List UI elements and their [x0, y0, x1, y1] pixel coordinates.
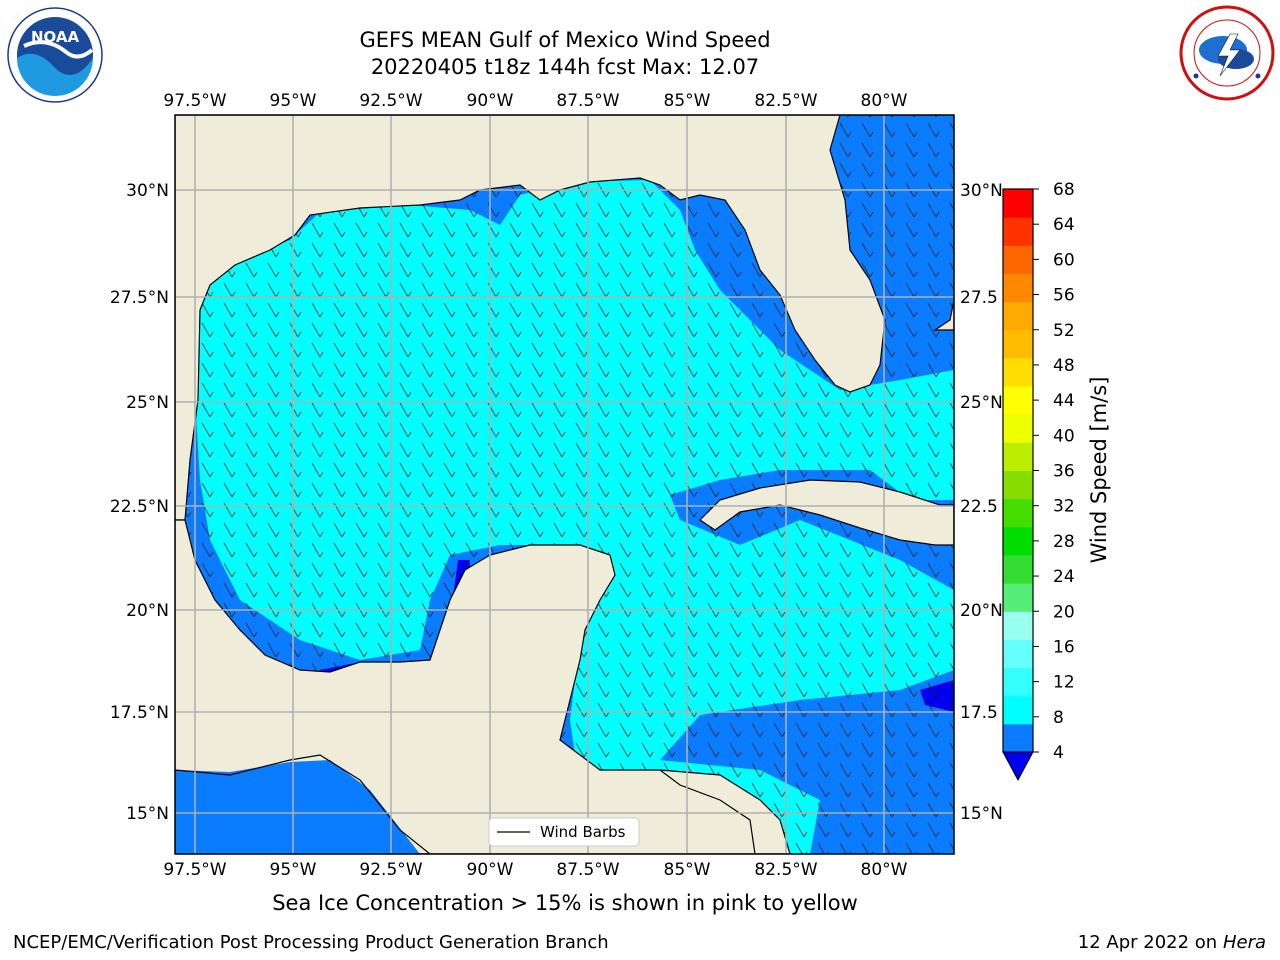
lon-label: 90°W — [467, 91, 514, 111]
land — [175, 115, 954, 854]
land-central-america — [175, 760, 420, 854]
colorbar-tick-label: 60 — [1053, 250, 1075, 270]
legend: Wind Barbs — [488, 817, 640, 847]
colorbar-tick-label: 12 — [1053, 673, 1075, 693]
colorbar-tick-label: 20 — [1053, 602, 1075, 622]
lat-label: 22.5 — [960, 497, 998, 517]
land-florida-east — [933, 115, 954, 331]
lon-label: 80°W — [861, 860, 908, 880]
lon-label: 92.5°W — [359, 91, 422, 111]
map-title: GEFS MEAN Gulf of Mexico Wind Speed — [359, 28, 771, 52]
colorbar-segment — [1003, 245, 1033, 274]
lat-label: 25°N — [960, 393, 1003, 413]
lon-label: 87.5°W — [556, 91, 619, 111]
colorbar-tick-label: 16 — [1053, 637, 1075, 657]
colorbar-segment — [1003, 217, 1033, 246]
lon-labels-top: 97.5°W 95°W 92.5°W 90°W 87.5°W 85°W 82.5… — [163, 91, 907, 111]
lat-label: 20°N — [126, 601, 169, 621]
lon-label: 87.5°W — [556, 860, 619, 880]
lat-label: 15°N — [960, 804, 1003, 824]
lat-label: 27.5°N — [110, 288, 169, 308]
colorbar-segment — [1003, 442, 1033, 471]
footer-host: Hera — [1222, 932, 1266, 953]
colorbar-segment — [1003, 667, 1033, 697]
colorbar-tick-label: 4 — [1053, 743, 1064, 763]
colorbar-tick-label: 56 — [1053, 286, 1075, 306]
colorbar-segment — [1003, 526, 1033, 556]
lat-label: 20°N — [960, 601, 1003, 621]
colorbar-segment — [1003, 723, 1033, 753]
lon-label: 97.5°W — [163, 91, 226, 111]
colorbar-tick-label: 64 — [1053, 215, 1075, 235]
colorbar-label: Wind Speed [m/s] — [1087, 377, 1111, 564]
lon-label: 82.5°W — [754, 860, 817, 880]
lat-label: 15°N — [126, 804, 169, 824]
land-guatemala — [175, 754, 431, 854]
legend-label: Wind Barbs — [540, 823, 626, 841]
lat-label: 17.5°N — [110, 703, 169, 723]
noaa-logo-text: NOAA — [31, 28, 80, 46]
nws-logo — [1178, 4, 1276, 106]
lon-label: 92.5°W — [359, 860, 422, 880]
colorbar-segment — [1003, 414, 1033, 443]
land-cuba — [699, 479, 954, 546]
colorbar-segment — [1003, 189, 1033, 218]
footer-date: 12 Apr 2022 on — [1077, 932, 1223, 953]
lon-label: 97.5°W — [163, 860, 226, 880]
footer-left: NCEP/EMC/Verification Post Processing Pr… — [13, 932, 609, 953]
lon-label: 95°W — [270, 860, 317, 880]
colorbar-segment — [1003, 301, 1033, 331]
colorbar-segment — [1003, 329, 1033, 359]
footer-right: 12 Apr 2022 on Hera — [1078, 932, 1266, 953]
noaa-logo: NOAA — [6, 6, 104, 108]
colorbar-segment — [1003, 357, 1033, 387]
colorbar-segment — [1003, 470, 1033, 500]
map-border — [174, 114, 955, 855]
colorbar-tick-label: 8 — [1053, 708, 1064, 728]
colorbar-segment — [1003, 583, 1033, 612]
colorbar-segment — [1003, 695, 1033, 725]
colorbar-segment — [1003, 611, 1033, 640]
lon-label: 90°W — [467, 860, 514, 880]
map-area — [175, 115, 954, 854]
lat-labels-left: 30°N 27.5°N 25°N 22.5°N 20°N 17.5°N 15°N — [110, 181, 169, 824]
colorbar-tick-label: 52 — [1053, 321, 1075, 341]
lon-label: 82.5°W — [754, 91, 817, 111]
colorbar-tick-label: 24 — [1053, 567, 1075, 587]
colorbar-segment — [1003, 273, 1033, 303]
lon-labels-bottom: 97.5°W 95°W 92.5°W 90°W 87.5°W 85°W 82.5… — [163, 860, 907, 880]
colorbar-tick-label: 32 — [1053, 497, 1075, 517]
lon-label: 85°W — [664, 860, 711, 880]
lat-labels-right: 30°N 27.5 25°N 22.5 20°N 17.5 15°N — [960, 181, 1003, 824]
lat-label: 25°N — [126, 393, 169, 413]
sea-ice-caption: Sea Ice Concentration > 15% is shown in … — [272, 891, 858, 915]
colorbar-tick-label: 28 — [1053, 532, 1075, 552]
map-subtitle: 20220405 t18z 144h fcst Max: 12.07 — [370, 55, 760, 79]
lon-label: 80°W — [861, 91, 908, 111]
colorbar-tick-label: 40 — [1053, 426, 1075, 446]
lon-label: 85°W — [664, 91, 711, 111]
colorbar-tick-label: 44 — [1053, 391, 1075, 411]
lat-label: 30°N — [126, 181, 169, 201]
colorbar-tick-label: 48 — [1053, 356, 1075, 376]
colorbar-tick-label: 68 — [1053, 180, 1075, 200]
colorbar-segment — [1003, 386, 1033, 415]
lat-label: 27.5 — [960, 288, 998, 308]
colorbar-segment — [1003, 554, 1033, 584]
gridlines — [175, 115, 954, 854]
lat-label: 17.5 — [960, 703, 998, 723]
colorbar-tick-label: 36 — [1053, 462, 1075, 482]
colorbar-under-arrow — [1002, 751, 1034, 782]
lat-label: 30°N — [960, 181, 1003, 201]
lon-label: 95°W — [270, 91, 317, 111]
colorbar-segment — [1003, 639, 1033, 669]
land-usa — [175, 115, 886, 521]
colorbar-segment — [1003, 498, 1033, 528]
land-honduras — [657, 769, 791, 854]
lat-label: 22.5°N — [110, 497, 169, 517]
